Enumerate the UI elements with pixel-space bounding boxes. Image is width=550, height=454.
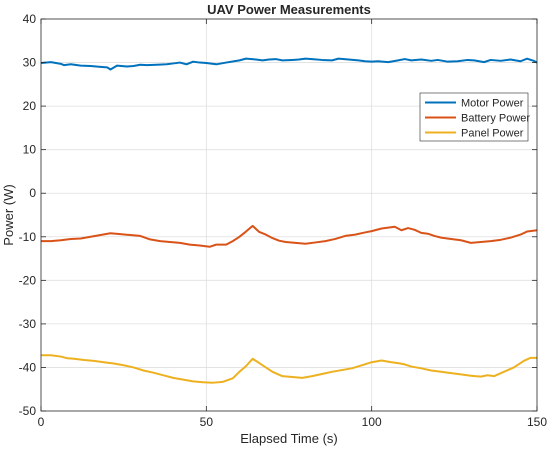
- y-tick-label: -10: [19, 230, 37, 244]
- y-tick-label: 10: [23, 143, 37, 157]
- y-axis-label: Power (W): [1, 184, 16, 245]
- axis-ticks: [40, 18, 538, 412]
- x-tick-label: 0: [38, 415, 45, 429]
- y-tick-label: -20: [19, 273, 37, 287]
- series-line-panel-power: [41, 354, 537, 384]
- x-axis-label: Elapsed Time (s): [240, 431, 338, 446]
- chart-title: UAV Power Measurements: [207, 2, 371, 17]
- y-tick-label: 20: [23, 99, 37, 113]
- series-line-battery-power: [41, 224, 538, 248]
- plot-area: [41, 19, 537, 411]
- axes-box: [40, 18, 538, 412]
- series-lines: [40, 57, 538, 384]
- legend-label-battery-power: Battery Power: [461, 113, 530, 125]
- y-tick-label: -30: [19, 317, 37, 331]
- x-tick-label: 150: [527, 415, 547, 429]
- x-tick-label: 100: [362, 415, 382, 429]
- grid-lines: [41, 19, 537, 411]
- y-tick-label: 0: [29, 186, 36, 200]
- x-tick-label: 50: [200, 415, 214, 429]
- series-line-motor-power: [40, 57, 538, 71]
- y-tick-label: 40: [23, 12, 37, 26]
- y-tick-label: -50: [19, 404, 37, 418]
- legend-label-panel-power: Panel Power: [461, 128, 524, 140]
- y-tick-label: 30: [23, 56, 37, 70]
- legend-label-motor-power: Motor Power: [461, 98, 524, 110]
- tick-labels: 0 50 100 150 -50 -40 -30 -20 -10 0 10 20 30 40: [19, 12, 548, 429]
- y-tick-label: -40: [19, 360, 37, 374]
- legend: Motor Power Battery Power Panel Power: [419, 92, 530, 142]
